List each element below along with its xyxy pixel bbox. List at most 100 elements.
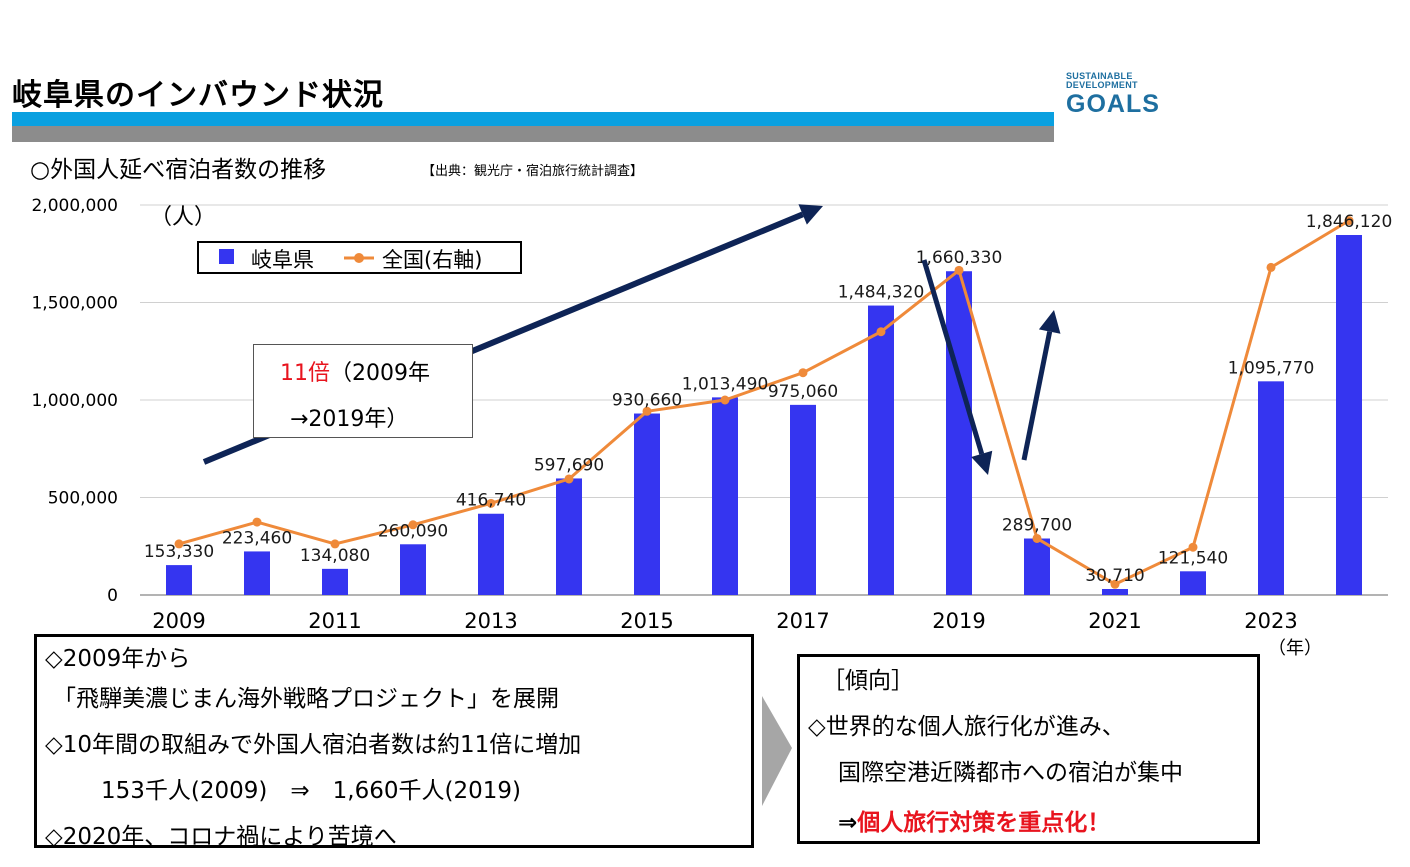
conclusion-arrow: ⇒ bbox=[838, 810, 858, 836]
x-tick-label: 2019 bbox=[932, 609, 985, 633]
bar-data-label: 1,095,770 bbox=[1228, 358, 1315, 378]
note-line: 153千人(2009) ⇒ 1,660千人(2019) bbox=[101, 778, 521, 804]
bar-layer bbox=[166, 235, 1362, 596]
bar-data-label: 1,013,490 bbox=[682, 374, 769, 394]
bar bbox=[790, 404, 816, 595]
bar bbox=[322, 568, 348, 595]
bar bbox=[634, 413, 660, 595]
bar bbox=[478, 513, 504, 595]
sdg-logo-line2: DEVELOPMENT bbox=[1066, 80, 1138, 90]
sdg-logo: SUSTAINABLE DEVELOPMENT GOALS bbox=[1066, 71, 1160, 124]
x-tick-label: 2023 bbox=[1244, 609, 1297, 633]
growth-annotation-line2: →2019年） bbox=[290, 407, 409, 432]
series-line-national bbox=[178, 219, 1350, 586]
y-tick-label: 0 bbox=[107, 586, 118, 606]
legend-line-swatch bbox=[344, 253, 374, 263]
note-line: ◇10年間の取組みで外国人宿泊者数は約11倍に増加 bbox=[45, 732, 582, 758]
note-line: ◇2020年、コロナ禍により苦境へ bbox=[45, 824, 397, 850]
title-band-gray bbox=[12, 126, 1054, 142]
growth-annotation: 11倍（2009年 →2019年） bbox=[253, 344, 473, 438]
line-point bbox=[1110, 579, 1120, 589]
bar bbox=[1258, 381, 1284, 595]
x-tick-label: 2011 bbox=[308, 609, 361, 633]
note-conclusion: ⇒個人旅行対策を重点化！ bbox=[838, 803, 1110, 837]
growth-annotation-from: （2009年 bbox=[330, 361, 430, 386]
line-point bbox=[954, 265, 964, 275]
sdg-logo-line3: GOALS bbox=[1066, 90, 1160, 118]
bar bbox=[1024, 538, 1050, 595]
x-tick-label: 2013 bbox=[464, 609, 517, 633]
line-point bbox=[720, 395, 730, 405]
bar bbox=[868, 305, 894, 595]
bar-data-label: 416,740 bbox=[456, 491, 526, 511]
line-point bbox=[1344, 216, 1354, 226]
bar-data-label: 289,700 bbox=[1002, 516, 1072, 536]
page-title: 岐阜県のインバウンド状況 bbox=[12, 78, 384, 113]
bar-data-label: 223,460 bbox=[222, 528, 292, 548]
chart: 0 500,000 1,000,000 1,500,000 2,000,000 2009… bbox=[31, 196, 1392, 659]
bar bbox=[1336, 235, 1362, 596]
note-line: 国際空港近隣都市への宿泊が集中 bbox=[838, 760, 1183, 786]
line-point bbox=[1188, 542, 1198, 552]
line-point bbox=[408, 520, 418, 530]
bar bbox=[556, 478, 582, 595]
x-tick-label: 2017 bbox=[776, 609, 829, 633]
note-line: 「飛騨美濃じまん海外戦略プロジェクト」を展開 bbox=[53, 686, 559, 712]
label-layer: 2009 2011 2013 2015 2017 2019 2021 2023 153,330 2… bbox=[144, 212, 1392, 633]
bar bbox=[1102, 589, 1128, 595]
line-point bbox=[174, 539, 184, 549]
bar bbox=[400, 544, 426, 595]
sdg-logo-line1: SUSTAINABLE bbox=[1066, 71, 1133, 81]
y-tick-label: 1,000,000 bbox=[31, 391, 118, 411]
line-point bbox=[564, 474, 574, 484]
bar-data-label: 975,060 bbox=[768, 382, 838, 402]
line-point bbox=[1266, 262, 1276, 272]
chart-title: ○外国人延べ宿泊者数の推移 bbox=[30, 157, 327, 183]
title-band-blue bbox=[12, 112, 1054, 126]
line-point bbox=[876, 327, 886, 337]
bar-data-label: 1,484,320 bbox=[838, 283, 925, 303]
bar bbox=[244, 551, 270, 595]
growth-annotation-line1: 11倍（2009年 bbox=[280, 355, 430, 387]
x-tick-label: 2015 bbox=[620, 609, 673, 633]
note-line: ◇世界的な個人旅行化が進み、 bbox=[808, 714, 1125, 740]
line-point bbox=[1032, 533, 1042, 543]
trend-arrow-head-icon bbox=[798, 204, 823, 225]
y-tick-label: 2,000,000 bbox=[31, 196, 118, 216]
note-heading: ［傾向］ bbox=[822, 668, 914, 694]
bar-data-label: 1,846,120 bbox=[1306, 212, 1393, 232]
transition-arrow-icon bbox=[762, 696, 792, 806]
bar-data-label: 597,690 bbox=[534, 455, 604, 475]
line-point bbox=[330, 539, 340, 549]
x-unit-label: （年） bbox=[1268, 638, 1322, 659]
bar bbox=[946, 271, 972, 595]
line-layer bbox=[174, 216, 1354, 589]
trend-arrow-shaft bbox=[921, 259, 985, 455]
line-point bbox=[252, 517, 262, 527]
chart-source: 【出典：観光庁・宿泊旅行統計調査】 bbox=[422, 164, 644, 179]
bar-data-label: 30,710 bbox=[1085, 566, 1144, 586]
growth-multiplier: 11倍 bbox=[280, 361, 330, 386]
legend-bar-label: 岐阜県 bbox=[251, 248, 314, 272]
trend-arrow-head-icon bbox=[971, 450, 993, 475]
bar-data-label: 153,330 bbox=[144, 542, 214, 562]
trend-arrow-head-icon bbox=[1038, 310, 1061, 334]
y-tick-label: 1,500,000 bbox=[31, 294, 118, 314]
legend: 岐阜県 全国(右軸) bbox=[197, 241, 522, 274]
bar-data-label: 1,660,330 bbox=[916, 248, 1003, 268]
y-tick-label: 500,000 bbox=[48, 489, 118, 509]
bar bbox=[1180, 571, 1206, 595]
note-line: ◇2009年から bbox=[45, 646, 191, 672]
line-point bbox=[642, 406, 652, 416]
x-tick-label: 2021 bbox=[1088, 609, 1141, 633]
trend-arrow-shaft bbox=[1021, 331, 1053, 461]
legend-line-label: 全国(右軸) bbox=[382, 248, 483, 272]
line-point bbox=[798, 368, 808, 378]
notes-history-box: ◇2009年から 「飛騨美濃じまん海外戦略プロジェクト」を展開 ◇10年間の取組… bbox=[34, 634, 754, 850]
conclusion-text: 個人旅行対策を重点化！ bbox=[857, 810, 1111, 836]
bar-data-label: 134,080 bbox=[300, 546, 370, 566]
legend-bar-swatch bbox=[219, 249, 234, 264]
x-tick-label: 2009 bbox=[152, 609, 205, 633]
bar-data-label: 930,660 bbox=[612, 391, 682, 411]
bar bbox=[712, 397, 738, 595]
